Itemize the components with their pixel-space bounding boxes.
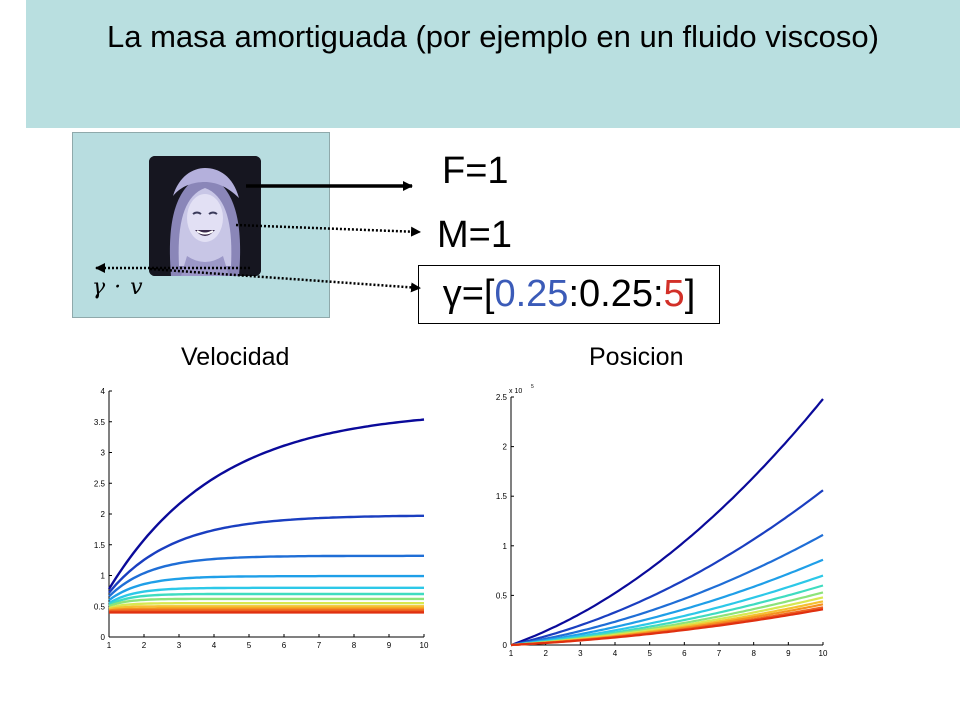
x-tick-label: 8 [751, 649, 756, 658]
friction-label: γ · v [92, 275, 144, 300]
y-tick-label: 3.5 [94, 418, 106, 427]
gamma-suffix: ] [684, 273, 696, 315]
mass-label: M=1 [437, 214, 512, 256]
x-tick-label: 6 [282, 641, 287, 650]
y-tick-label: 1 [101, 572, 106, 581]
gamma-step: 0.25 [579, 273, 653, 315]
x-tick-label: 10 [420, 641, 429, 650]
y-multiplier-exponent: 5 [531, 384, 534, 390]
velocity-series-line-7 [108, 597, 424, 608]
x-tick-label: 3 [578, 649, 583, 658]
x-tick-label: 7 [317, 641, 322, 650]
gamma-prefix: γ=[ [442, 273, 495, 315]
y-tick-label: 1.5 [94, 541, 106, 550]
y-multiplier-label: x 10 [509, 388, 522, 395]
position-series-line-3 [510, 533, 824, 647]
velocity-series-line-5 [108, 586, 424, 605]
x-tick-label: 5 [647, 649, 652, 658]
gamma-sep1: : [568, 273, 580, 315]
x-tick-label: 2 [543, 649, 548, 658]
mass-link-arrow-icon [235, 223, 421, 237]
x-tick-label: 9 [387, 641, 392, 650]
y-tick-label: 1 [503, 542, 508, 551]
y-tick-label: 2.5 [94, 479, 106, 488]
x-tick-label: 9 [786, 649, 791, 658]
velocity-series-line-4 [108, 574, 424, 602]
force-label: F=1 [442, 150, 509, 192]
gamma-end: 5 [663, 273, 685, 315]
photo-of-mass-icon [149, 156, 261, 276]
y-tick-label: 0 [101, 633, 106, 642]
y-tick-label: 4 [101, 387, 106, 396]
position-series-line-1 [510, 398, 824, 647]
gamma-link-arrow-icon [149, 267, 421, 293]
velocity-series-line-11 [108, 609, 424, 613]
y-tick-label: 0.5 [94, 602, 106, 611]
y-tick-label: 2 [101, 510, 106, 519]
position-series-line-12 [510, 608, 824, 647]
x-tick-label: 6 [682, 649, 687, 658]
gamma-sep2: : [652, 273, 664, 315]
velocity-series-line-3 [108, 554, 424, 598]
x-tick-label: 2 [142, 641, 147, 650]
x-tick-label: 4 [613, 649, 618, 658]
title-band [26, 0, 960, 128]
velocity-series-line-8 [108, 602, 424, 610]
velocity-chart-title: Velocidad [181, 343, 290, 371]
x-tick-label: 1 [509, 649, 514, 658]
position-series-line-4 [510, 558, 824, 647]
x-tick-label: 1 [107, 641, 112, 650]
velocity-series-line-1 [107, 418, 425, 590]
velocity-series-line-6 [108, 592, 424, 607]
position-series-line-2 [510, 489, 824, 647]
y-tick-label: 3 [101, 449, 106, 458]
x-tick-label: 8 [352, 641, 357, 650]
gamma-start: 0.25 [494, 273, 569, 315]
gamma-range-box: γ=[0.25:0.25:5] [418, 265, 720, 324]
y-tick-label: 2.5 [496, 393, 508, 402]
y-tick-label: 1.5 [496, 492, 508, 501]
position-chart-title: Posicion [589, 343, 684, 371]
x-tick-label: 7 [717, 649, 722, 658]
velocity-series-line-10 [108, 607, 424, 612]
velocity-series-line-2 [108, 514, 424, 594]
x-tick-label: 5 [247, 641, 252, 650]
y-tick-label: 2 [503, 443, 508, 452]
velocity-series-line-9 [108, 605, 424, 611]
x-tick-label: 10 [819, 649, 828, 658]
x-tick-label: 4 [212, 641, 217, 650]
y-tick-label: 0 [503, 641, 508, 650]
slide-title: La masa amortiguada (por ejemplo en un f… [107, 19, 879, 54]
y-tick-label: 0.5 [496, 591, 508, 600]
x-tick-label: 3 [177, 641, 182, 650]
